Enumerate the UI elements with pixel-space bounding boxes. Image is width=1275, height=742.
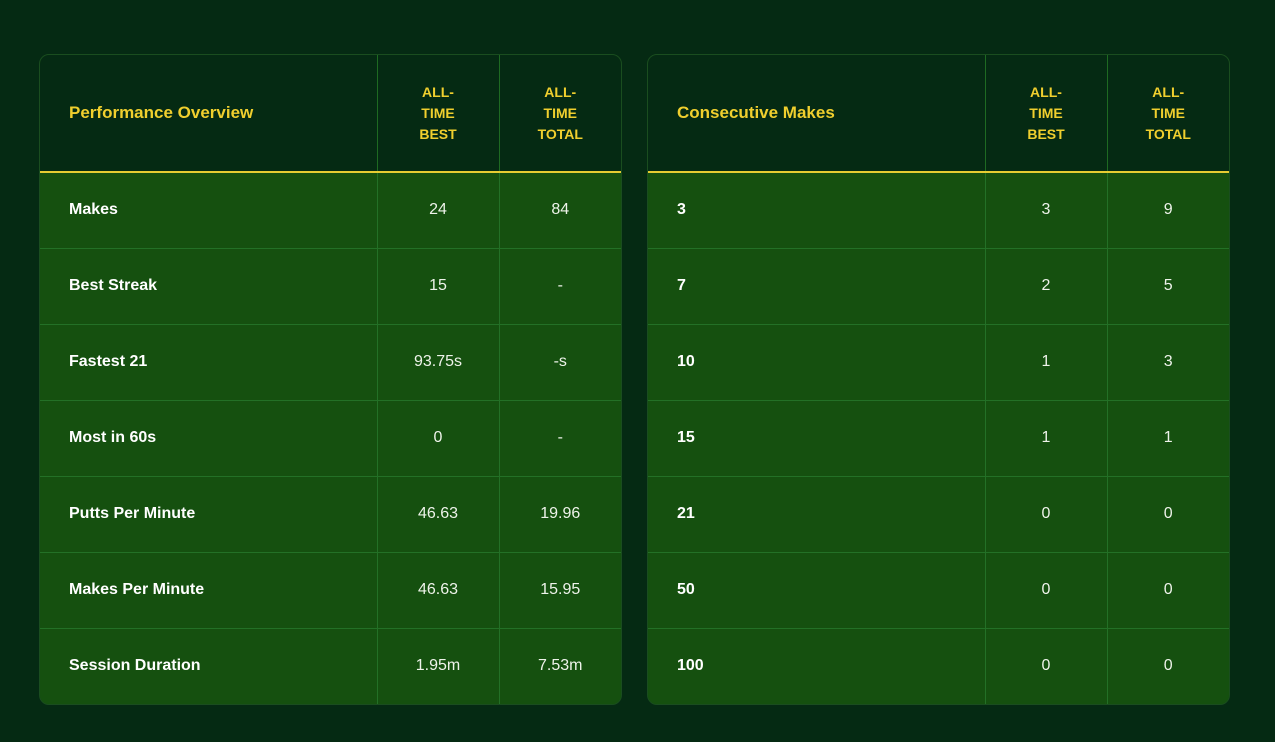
all-time-total-value: 0 [1106, 551, 1229, 628]
all-time-total-value: -s [498, 323, 621, 400]
all-time-best-value: 0 [984, 627, 1107, 704]
row-label: Fastest 21 [40, 323, 377, 400]
performance-overview-panel: Performance Overview ALL-TIME BEST ALL-T… [39, 54, 622, 705]
row-label: Makes [69, 201, 118, 219]
all-time-total-value: - [498, 247, 621, 324]
all-time-best-value: 2 [984, 247, 1107, 324]
table-row: 100 0 0 [648, 627, 1229, 704]
column-header-label: ALL-TIME TOTAL [1145, 83, 1191, 142]
column-header-label: ALL-TIME BEST [419, 83, 457, 142]
all-time-total-value: 0 [1106, 627, 1229, 704]
all-time-best-value: 46.63 [376, 551, 499, 628]
all-time-best-value: 1.95m [376, 627, 499, 704]
performance-overview-title: Performance Overview [40, 55, 377, 173]
all-time-total-value: - [498, 399, 621, 476]
table-row: Makes 24 84 [40, 172, 621, 248]
all-time-total-value: 9 [1106, 172, 1229, 248]
table-row: Most in 60s 0 - [40, 399, 621, 476]
column-header-label: ALL-TIME BEST [1027, 83, 1065, 142]
all-time-total-value: 19.96 [498, 475, 621, 552]
table-row: 50 0 0 [648, 551, 1229, 628]
streak-length-label: 50 [648, 551, 985, 628]
all-time-best-value: 0 [984, 475, 1107, 552]
row-label: Most in 60s [40, 399, 377, 476]
table-row: Fastest 21 93.75s -s [40, 323, 621, 400]
column-header-all-time-total[interactable]: ALL-TIME TOTAL [1106, 55, 1229, 173]
all-time-total-value: 5 [1106, 247, 1229, 324]
all-time-total-value: 7.53m [498, 627, 621, 704]
all-time-total-value: 3 [1106, 323, 1229, 400]
all-time-best-value: 93.75s [376, 323, 499, 400]
all-time-best-value: 0 [376, 399, 499, 476]
all-time-best-value: 0 [984, 551, 1107, 628]
column-header-label: ALL-TIME TOTAL [537, 83, 583, 142]
row-label: Session Duration [40, 627, 377, 704]
table-row: 10 1 3 [648, 323, 1229, 400]
consecutive-makes-title: Consecutive Makes [648, 55, 985, 173]
streak-length-label: 3 [677, 201, 686, 219]
all-time-best-value: 15 [376, 247, 499, 324]
all-time-best-value: 24 [376, 172, 499, 248]
performance-overview-table: Performance Overview ALL-TIME BEST ALL-T… [40, 55, 621, 704]
all-time-total-value: 0 [1106, 475, 1229, 552]
row-label: Makes Per Minute [40, 551, 377, 628]
all-time-best-value: 3 [984, 172, 1107, 248]
table-row: Putts Per Minute 46.63 19.96 [40, 475, 621, 552]
column-header-all-time-best[interactable]: ALL-TIME BEST [376, 55, 499, 173]
streak-length-label: 10 [648, 323, 985, 400]
row-label: Best Streak [40, 247, 377, 324]
all-time-total-value: 1 [1106, 399, 1229, 476]
all-time-total-value: 15.95 [498, 551, 621, 628]
table-row: 21 0 0 [648, 475, 1229, 552]
streak-length-label: 100 [648, 627, 985, 704]
all-time-total-value: 84 [498, 172, 621, 248]
table-row: 3 3 9 [648, 172, 1229, 248]
table-row: 15 1 1 [648, 399, 1229, 476]
table-header-row: Performance Overview ALL-TIME BEST ALL-T… [40, 55, 621, 173]
table-row: 7 2 5 [648, 247, 1229, 324]
streak-length-label: 21 [648, 475, 985, 552]
table-row: Best Streak 15 - [40, 247, 621, 324]
streak-length-label: 7 [648, 247, 985, 324]
column-header-all-time-total[interactable]: ALL-TIME TOTAL [498, 55, 621, 173]
all-time-best-value: 1 [984, 399, 1107, 476]
consecutive-makes-panel: Consecutive Makes ALL-TIME BEST ALL-TIME… [647, 54, 1230, 705]
all-time-best-value: 1 [984, 323, 1107, 400]
table-header-row: Consecutive Makes ALL-TIME BEST ALL-TIME… [648, 55, 1229, 173]
all-time-best-value: 46.63 [376, 475, 499, 552]
table-row: Makes Per Minute 46.63 15.95 [40, 551, 621, 628]
consecutive-makes-table: Consecutive Makes ALL-TIME BEST ALL-TIME… [648, 55, 1229, 704]
row-label: Putts Per Minute [40, 475, 377, 552]
column-header-all-time-best[interactable]: ALL-TIME BEST [984, 55, 1107, 173]
table-row: Session Duration 1.95m 7.53m [40, 627, 621, 704]
streak-length-label: 15 [648, 399, 985, 476]
